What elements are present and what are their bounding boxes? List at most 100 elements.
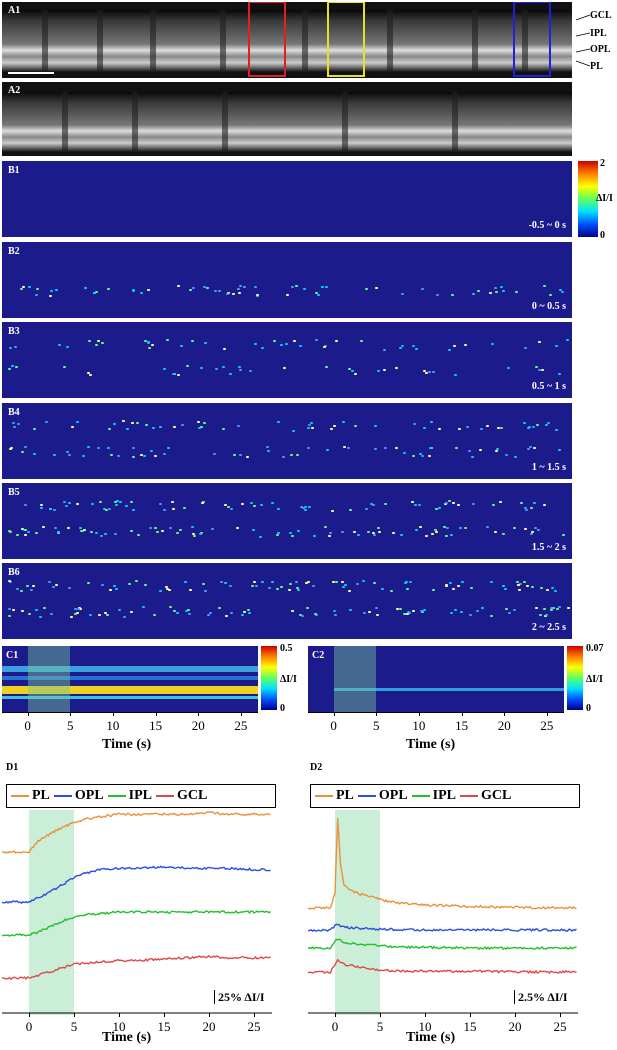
time-window-b5: 1.5 ~ 2 s [531, 542, 566, 553]
activity-speckle [237, 365, 241, 368]
activity-speckle [223, 348, 227, 351]
activity-speckle [375, 287, 379, 290]
stimulus-window [29, 810, 74, 1015]
activity-speckle [271, 502, 275, 505]
activity-speckle [526, 585, 530, 588]
activity-speckle [7, 607, 11, 610]
activity-speckle [335, 581, 339, 584]
colorbar-c1 [261, 646, 277, 710]
activity-speckle [537, 529, 541, 532]
activity-speckle [151, 426, 155, 429]
activity-speckle [109, 588, 113, 591]
trace-ipl [2, 909, 271, 937]
activity-speckle [172, 373, 176, 376]
activity-speckle [449, 612, 453, 615]
activity-speckle [325, 448, 329, 451]
activity-speckle [311, 426, 315, 429]
activity-speckle [168, 606, 172, 609]
activity-speckle [302, 288, 306, 291]
activity-speckle [127, 582, 131, 585]
activity-speckle [350, 370, 354, 373]
activity-speckle [187, 613, 191, 616]
activity-speckle [43, 607, 47, 610]
activity-speckle [254, 585, 258, 588]
activity-speckle [65, 504, 69, 507]
activity-speckle [340, 530, 344, 533]
activity-speckle [95, 290, 99, 293]
activity-speckle [106, 614, 110, 617]
activity-speckle [488, 292, 492, 295]
activity-speckle [344, 584, 348, 587]
activity-speckle [545, 588, 549, 591]
activity-speckle [471, 455, 475, 458]
activity-speckle [48, 508, 52, 511]
activity-speckle [73, 607, 77, 610]
activity-speckle [466, 425, 470, 428]
activity-speckle [77, 607, 81, 610]
x-tick-label: 20 [497, 718, 511, 733]
oct-image-a1 [2, 2, 572, 77]
activity-speckle [142, 606, 146, 609]
activity-speckle [102, 507, 106, 510]
trace-gcl [2, 954, 271, 981]
activity-speckle [334, 340, 338, 343]
activity-speckle [204, 342, 207, 345]
activity-speckle [76, 502, 80, 505]
activity-speckle [434, 507, 438, 510]
activity-speckle [130, 501, 134, 504]
activity-speckle [231, 292, 235, 295]
activity-speckle [248, 369, 252, 372]
activity-speckle [117, 609, 121, 612]
activity-speckle [183, 507, 187, 510]
scalebar-d2: 2.5% ΔI/I [514, 990, 568, 1004]
activity-speckle [540, 587, 544, 590]
activity-speckle [431, 589, 435, 592]
activity-speckle [175, 611, 179, 614]
activity-speckle [333, 609, 337, 612]
activity-speckle [502, 533, 505, 536]
x-tick-mark [27, 712, 29, 716]
activity-speckle [401, 344, 405, 347]
panel-label-b3: B3 [8, 326, 20, 337]
activity-speckle [464, 343, 468, 346]
activity-speckle [460, 580, 464, 583]
activity-speckle [33, 452, 37, 455]
c2-x-axis [308, 712, 564, 713]
activity-speckle [203, 421, 207, 424]
activity-speckle [499, 427, 503, 430]
activity-speckle [76, 421, 80, 424]
activity-speckle [536, 423, 540, 426]
activity-speckle [129, 611, 133, 614]
activity-speckle [20, 288, 24, 291]
panel-label-a2: A2 [8, 85, 21, 96]
activity-speckle [290, 285, 294, 288]
activity-speckle [80, 529, 84, 532]
activity-speckle [115, 504, 119, 507]
activity-speckle [166, 447, 170, 450]
activity-speckle [504, 608, 508, 611]
activity-speckle [542, 285, 546, 288]
activity-speckle [515, 290, 519, 293]
activity-speckle [376, 613, 380, 616]
activity-speckle [546, 422, 550, 425]
activity-speckle [130, 530, 134, 533]
activity-speckle [291, 534, 295, 537]
x-tick-label: 0 [25, 1019, 33, 1034]
activity-speckle [99, 535, 103, 538]
activity-speckle [153, 526, 157, 529]
activity-speckle [414, 528, 418, 531]
activity-speckle [277, 531, 281, 534]
activity-speckle [322, 346, 326, 349]
activity-speckle [144, 340, 148, 343]
activity-speckle [12, 608, 16, 611]
activity-speckle [558, 606, 562, 609]
time-window-b4: 1 ~ 1.5 s [531, 462, 566, 473]
activity-speckle [554, 345, 558, 348]
legend-item: GCL [156, 788, 207, 804]
activity-speckle [343, 446, 347, 449]
activity-speckle [418, 526, 422, 529]
activity-speckle [289, 453, 293, 456]
activity-speckle [558, 289, 562, 292]
activity-speckle [550, 587, 554, 590]
activity-speckle [87, 581, 91, 584]
